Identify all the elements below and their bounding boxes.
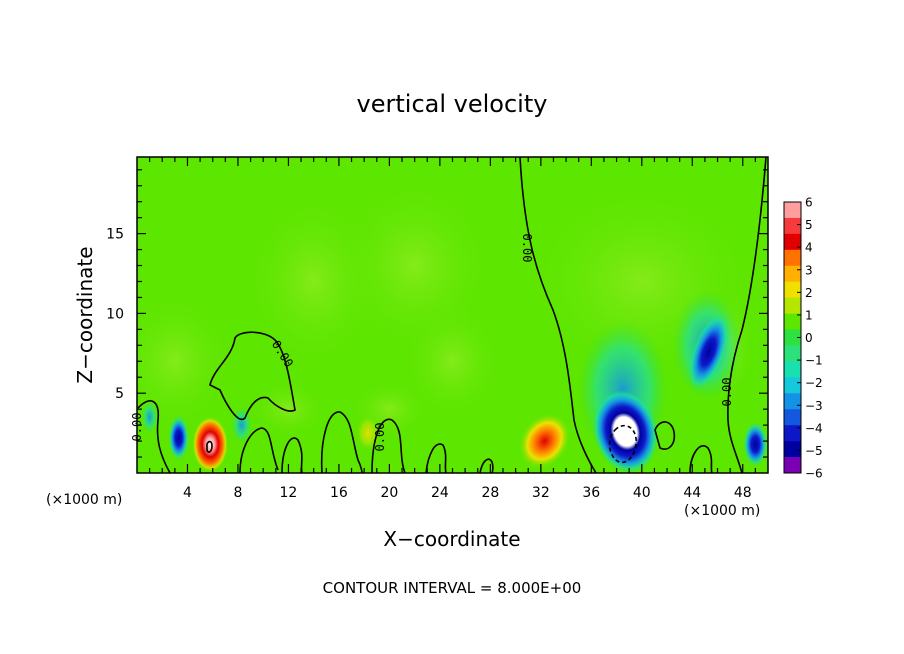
x-tick-label: 24 <box>431 485 449 501</box>
colorbar-swatch <box>784 441 801 458</box>
colorbar-swatch <box>784 457 801 474</box>
colorbar-tick-label: −6 <box>805 467 823 481</box>
contour-label: 0.00 <box>520 234 534 263</box>
downdraft-core <box>141 401 158 434</box>
colorbar-tick-label: −4 <box>805 421 823 435</box>
x-unit-right: (×1000 m) <box>684 503 760 519</box>
x-axis: 4 8 12 16 20 24 28 32 36 40 44 48 <box>149 157 756 501</box>
field-shading <box>248 379 329 440</box>
zero-contour-far-right <box>727 157 767 473</box>
field-shading <box>137 291 235 432</box>
colorbar-swatch <box>784 217 801 235</box>
colorbar-tick-label: 0 <box>805 331 813 345</box>
colorbar-swatch <box>784 297 801 314</box>
y-tick-label: 10 <box>106 306 124 322</box>
zero-contour-left-cell <box>137 400 171 473</box>
zero-contour-low-7 <box>654 421 676 450</box>
colorbar-tick-label: 4 <box>805 241 813 255</box>
x-axis-label: X−coordinate <box>383 527 520 551</box>
colorbar-tick-label: 2 <box>805 286 813 300</box>
colorbar-swatch <box>784 361 801 378</box>
colorbar-swatch <box>784 409 801 426</box>
zero-contour-low-1 <box>239 427 279 473</box>
zero-contour-right-arc <box>519 157 597 473</box>
x-unit-left: (×1000 m) <box>46 492 122 508</box>
updraft-core <box>518 412 571 470</box>
colorbar-swatch <box>784 249 801 267</box>
colorbar-tick-label: −2 <box>805 376 823 390</box>
contour-label: 0.00 <box>373 423 387 452</box>
colorbar-swatch <box>784 265 801 283</box>
contour-interval-note: CONTOUR INTERVAL = 8.000E+00 <box>323 579 582 597</box>
colorbar-swatch <box>784 345 801 362</box>
updraft-core <box>192 416 229 473</box>
colorbar-tick-label: 6 <box>805 196 813 210</box>
zero-contour-low-2 <box>281 437 303 473</box>
downdraft-core <box>592 390 659 473</box>
downdraft-core <box>168 415 189 460</box>
colorbar-tick-label: 1 <box>805 308 813 322</box>
inner-contour-white <box>608 424 637 464</box>
field-shading <box>402 301 503 422</box>
colorbar-tick-label: −5 <box>805 444 823 458</box>
colorbar-swatch <box>784 281 801 298</box>
x-tick-label: 4 <box>183 485 192 501</box>
x-tick-label: 44 <box>683 485 701 501</box>
colorbar-swatch <box>784 202 801 219</box>
colorbar-swatch <box>784 425 801 442</box>
zero-contour-lobe <box>209 331 296 421</box>
colorbar-swatch <box>784 329 801 346</box>
y-axis-label: Z−coordinate <box>73 246 97 383</box>
chart-title: vertical velocity <box>357 90 548 118</box>
colorbar-tick-label: −3 <box>805 399 823 413</box>
zero-contour-low-3 <box>320 411 363 473</box>
x-tick-label: 28 <box>481 485 499 501</box>
zero-contours <box>137 157 767 473</box>
contour-labels: 0.00 0.00 0.00 0.00 0.00 <box>130 234 734 452</box>
y-axis: 5 10 15 <box>106 169 768 458</box>
colorbar-swatch <box>784 313 801 330</box>
zero-contour-low-4 <box>371 418 406 473</box>
colorbar-tick-label: 3 <box>805 263 813 277</box>
inner-contour-red <box>206 440 213 453</box>
x-tick-label: 32 <box>532 485 550 501</box>
x-tick-label: 12 <box>280 485 298 501</box>
downdraft-core <box>743 422 768 467</box>
x-tick-label: 40 <box>633 485 651 501</box>
colorbar-swatch <box>784 393 801 410</box>
y-tick-label: 5 <box>115 386 124 402</box>
downdraft-core <box>688 313 730 390</box>
zero-contour-low-6 <box>479 458 494 473</box>
x-tick-label: 16 <box>330 485 348 501</box>
colorbar-swatch <box>784 233 801 251</box>
plot-area <box>137 157 768 473</box>
colorbar-swatch <box>784 377 801 394</box>
colorbar: 6 5 4 3 2 1 0 −1 −2 −3 −4 −5 −6 <box>783 196 823 481</box>
x-tick-label: 8 <box>233 485 242 501</box>
contour-label: 0.00 <box>720 378 734 407</box>
x-tick-label: 20 <box>380 485 398 501</box>
x-tick-label: 48 <box>734 485 752 501</box>
colorbar-tick-label: 5 <box>805 218 813 232</box>
x-tick-label: 36 <box>582 485 600 501</box>
colorbar-tick-label: −1 <box>805 354 823 368</box>
zero-contour-low-5 <box>425 443 447 473</box>
y-tick-label: 15 <box>106 227 124 243</box>
zero-contour-low-8 <box>689 445 713 473</box>
